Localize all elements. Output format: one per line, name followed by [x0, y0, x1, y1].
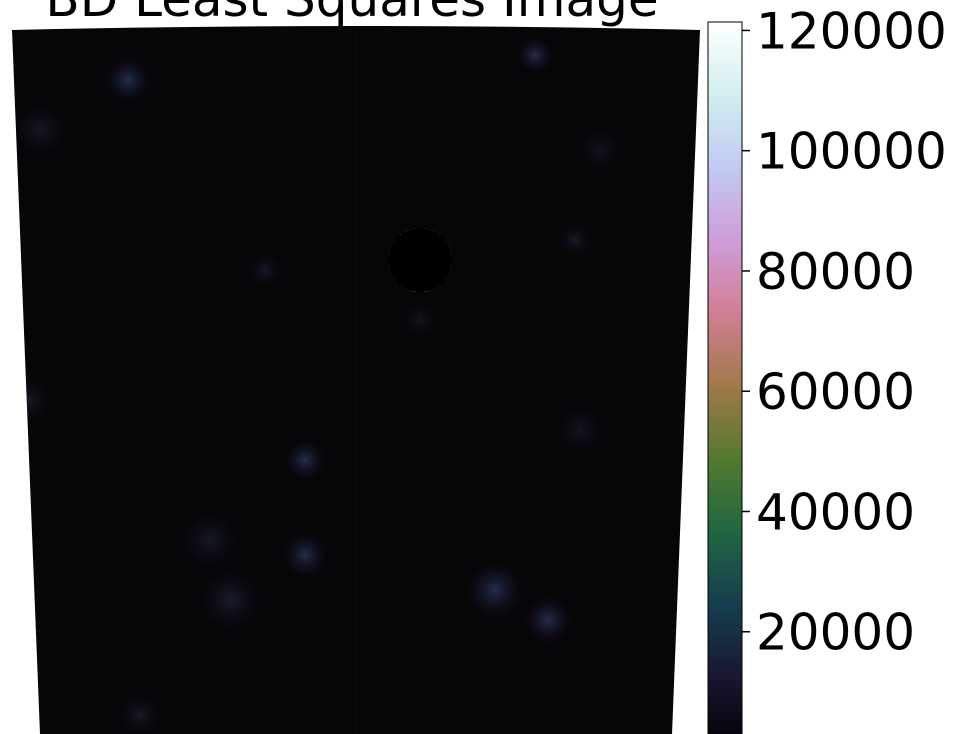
chart-title: BD Least Squares Image: [45, 0, 658, 28]
colorbar-tick-label: 60000: [756, 363, 915, 421]
colorbar-tick-label: 100000: [756, 123, 947, 181]
figure: BD Least Squares Image 20000 40000 60000 80…: [0, 0, 953, 734]
colorbar: 20000 40000 60000 80000 100000 120000: [708, 2, 947, 734]
colorbar-tick-label: 40000: [756, 483, 915, 541]
colorbar-fill: [708, 22, 742, 734]
star: [388, 228, 452, 292]
colorbar-tick-label: 20000: [756, 604, 915, 662]
colorbar-tick-label: 120000: [756, 2, 947, 60]
image: [0, 0, 710, 734]
colorbar-tick-label: 80000: [756, 243, 915, 301]
